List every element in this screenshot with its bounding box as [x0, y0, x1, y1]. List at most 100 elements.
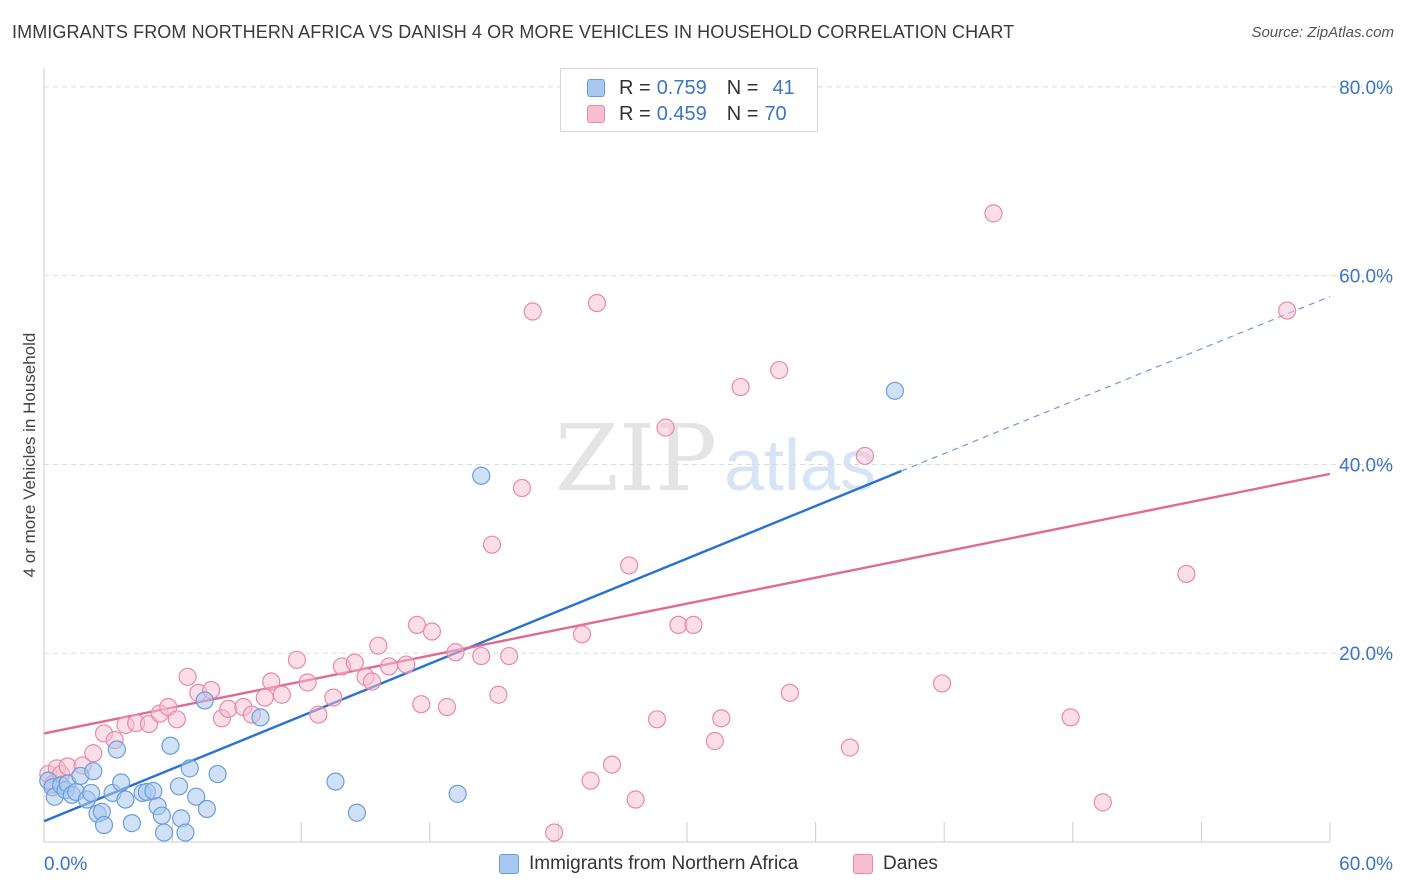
legend-r-label: R =: [619, 76, 651, 99]
legend-n-label: N =: [726, 76, 759, 99]
point-immigrants: [180, 759, 199, 778]
point-danes: [446, 643, 465, 662]
data-points: [39, 204, 1297, 842]
point-danes: [407, 615, 427, 635]
point-danes: [272, 685, 292, 704]
point-immigrants: [94, 815, 114, 835]
y-axis-label: 4 or more Vehicles in Household: [20, 333, 39, 578]
point-danes: [545, 823, 564, 842]
point-immigrants: [82, 783, 101, 803]
point-danes: [656, 418, 675, 437]
legend-swatch-immigrants: [587, 79, 605, 97]
point-danes: [167, 710, 186, 729]
point-immigrants: [112, 773, 131, 792]
point-immigrants: [176, 823, 195, 842]
legend-row-immigrants: R = 0.759 N = 41: [587, 75, 795, 101]
point-immigrants: [326, 772, 345, 791]
point-danes: [84, 744, 103, 763]
y-tick-label: 80.0%: [1339, 78, 1393, 99]
point-danes: [219, 699, 238, 719]
trendline-immigrants-extension: [901, 295, 1331, 472]
point-danes: [705, 731, 724, 751]
point-immigrants: [187, 787, 206, 806]
point-danes: [731, 377, 750, 397]
point-danes: [1177, 564, 1196, 584]
watermark-atlas: atlas: [724, 426, 876, 506]
point-danes: [770, 360, 789, 380]
legend-r-value: 0.759: [656, 76, 707, 99]
x-tick-label: 60.0%: [1339, 854, 1393, 875]
tick-labels: 20.0% 40.0% 60.0% 80.0% 0.0% 60.0%: [44, 78, 1393, 875]
legend-n-value: 41: [772, 76, 795, 99]
point-danes: [855, 446, 874, 466]
x-tick-label: 0.0%: [44, 854, 87, 875]
y-tick-label: 20.0%: [1339, 644, 1393, 665]
point-danes: [287, 650, 307, 669]
point-danes: [345, 653, 364, 672]
point-danes: [712, 709, 731, 728]
point-danes: [587, 293, 607, 313]
trendlines: [43, 295, 1331, 823]
axes: [43, 68, 1331, 843]
bottom-legend-swatch-immigrants: [499, 854, 519, 874]
point-immigrants: [154, 823, 174, 842]
chart-title: IMMIGRANTS FROM NORTHERN AFRICA VS DANIS…: [12, 22, 1015, 42]
point-danes: [840, 738, 859, 757]
point-danes: [512, 478, 532, 498]
point-danes: [482, 535, 502, 554]
point-danes: [379, 657, 399, 676]
point-immigrants: [251, 708, 270, 727]
legend-n-value: 70: [764, 102, 787, 125]
point-immigrants: [161, 736, 180, 755]
point-danes: [255, 688, 274, 707]
point-danes: [489, 685, 508, 704]
point-immigrants: [107, 740, 126, 759]
point-danes: [472, 646, 491, 666]
point-danes: [324, 688, 343, 707]
source-credit: Source: ZipAtlas.com: [1251, 24, 1394, 41]
point-danes: [1093, 793, 1112, 812]
point-danes: [647, 710, 667, 729]
point-danes: [620, 556, 639, 575]
point-immigrants: [197, 799, 216, 819]
point-immigrants: [472, 466, 491, 485]
point-immigrants: [169, 777, 189, 796]
legend-row-danes: R = 0.459 N = 70: [587, 101, 787, 127]
legend-n-label: N =: [726, 102, 759, 125]
point-danes: [262, 672, 281, 691]
point-danes: [362, 672, 382, 691]
point-danes: [309, 705, 328, 724]
y-tick-label: 40.0%: [1339, 455, 1393, 476]
point-immigrants: [122, 814, 141, 833]
y-tick-label: 60.0%: [1339, 267, 1393, 288]
point-danes: [932, 674, 952, 693]
watermark-zip: ZIP: [555, 405, 717, 512]
point-danes: [422, 622, 442, 641]
correlation-legend: R = 0.759 N = 41 R = 0.459 N = 70: [560, 68, 818, 132]
point-danes: [684, 615, 703, 635]
point-danes: [397, 655, 416, 674]
point-immigrants: [208, 764, 227, 784]
point-immigrants: [885, 381, 905, 400]
bottom-legend-swatch-danes: [853, 854, 873, 874]
point-danes: [572, 625, 592, 644]
point-danes: [1278, 301, 1297, 320]
point-immigrants: [152, 806, 171, 825]
legend-swatch-danes: [587, 105, 605, 123]
watermark: ZIP atlas: [555, 405, 876, 512]
point-immigrants: [347, 803, 367, 822]
bottom-legend-danes: Danes: [853, 852, 938, 876]
legend-r-label: R =: [619, 102, 651, 125]
bottom-legend-label: Danes: [883, 853, 938, 874]
point-immigrants: [144, 781, 163, 801]
point-danes: [159, 697, 178, 717]
point-danes: [178, 667, 197, 686]
point-danes: [523, 302, 542, 321]
point-danes: [626, 790, 645, 809]
bottom-legend-immigrants: Immigrants from Northern Africa: [499, 852, 798, 876]
point-immigrants: [116, 790, 135, 809]
point-danes: [298, 673, 317, 692]
point-danes: [984, 204, 1003, 223]
legend-r-value: 0.459: [656, 102, 707, 125]
point-immigrants: [448, 784, 467, 803]
